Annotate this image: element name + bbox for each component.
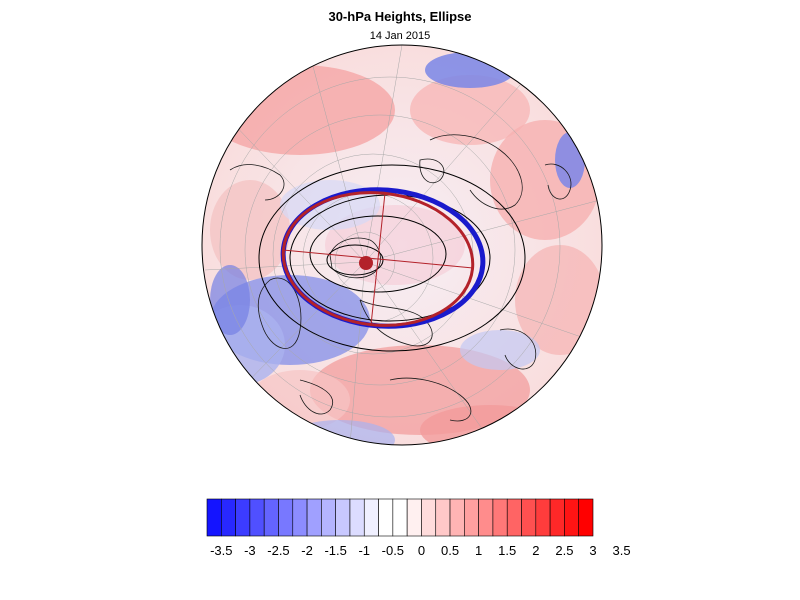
- colorbar-tick-label: 3.5: [612, 543, 631, 558]
- colorbar-tick-label: 2.5: [555, 543, 574, 558]
- ellipse-center-marker: [359, 256, 373, 270]
- colorbar-swatch: [478, 498, 494, 537]
- colorbar-swatch: [406, 498, 422, 537]
- chart-subtitle: 14 Jan 2015: [369, 30, 431, 42]
- colorbar-swatch: [263, 498, 279, 537]
- colorbar-tick-label: -1.5: [324, 543, 347, 558]
- height-contours: [258, 164, 526, 352]
- colorbar-swatch: [249, 498, 265, 537]
- colorbar-tick-label: -0.5: [381, 543, 405, 558]
- colorbar-swatch: [549, 498, 565, 537]
- colorbar-tick-label: 1.5: [498, 543, 517, 558]
- colorbar-swatch: [421, 498, 437, 537]
- colorbar-swatch: [363, 498, 379, 537]
- colorbar-swatch: [220, 498, 236, 537]
- colorbar-swatch: [435, 498, 451, 537]
- colorbar-tick-label: 1: [475, 543, 483, 558]
- colorbar-swatch: [292, 498, 308, 537]
- colorbar-swatch: [521, 498, 537, 537]
- colorbar-tick-label: 0.5: [440, 543, 460, 558]
- colorbar-swatch: [506, 498, 522, 537]
- colorbar-tick-label: -2.5: [267, 543, 290, 558]
- colorbar-swatch: [206, 498, 222, 537]
- colorbar-swatch: [392, 498, 408, 537]
- colorbar-swatch: [278, 498, 294, 537]
- colorbar-swatch: [535, 498, 551, 537]
- chart-title: 30-hPa Heights, Ellipse: [328, 9, 472, 24]
- colorbar-tick-label: 0: [417, 543, 426, 558]
- colorbar-swatch: [564, 498, 580, 537]
- colorbar-swatch: [306, 498, 322, 537]
- colorbar-swatch: [449, 498, 465, 537]
- colorbar-tick-label: 3: [589, 543, 597, 558]
- colorbar-swatch: [349, 498, 365, 537]
- globe-outline: [201, 44, 603, 446]
- ellipse-minor-axis: [370, 192, 386, 326]
- colorbar-tick-label: -1: [358, 543, 371, 558]
- colorbar-tick-label: -3.5: [210, 543, 233, 558]
- colorbar-swatch: [321, 498, 336, 537]
- colorbar-tick-label: -2: [301, 543, 313, 558]
- colorbar-tick-label: 2: [532, 543, 540, 558]
- colorbar-swatch: [335, 498, 351, 537]
- colorbar-swatch: [235, 498, 251, 537]
- colorbar-swatch: [492, 498, 508, 537]
- colorbar-swatch: [578, 498, 594, 537]
- colorbar-swatch: [378, 498, 394, 537]
- colorbar-swatch: [464, 498, 479, 537]
- colorbar-tick-label: -3: [244, 543, 256, 558]
